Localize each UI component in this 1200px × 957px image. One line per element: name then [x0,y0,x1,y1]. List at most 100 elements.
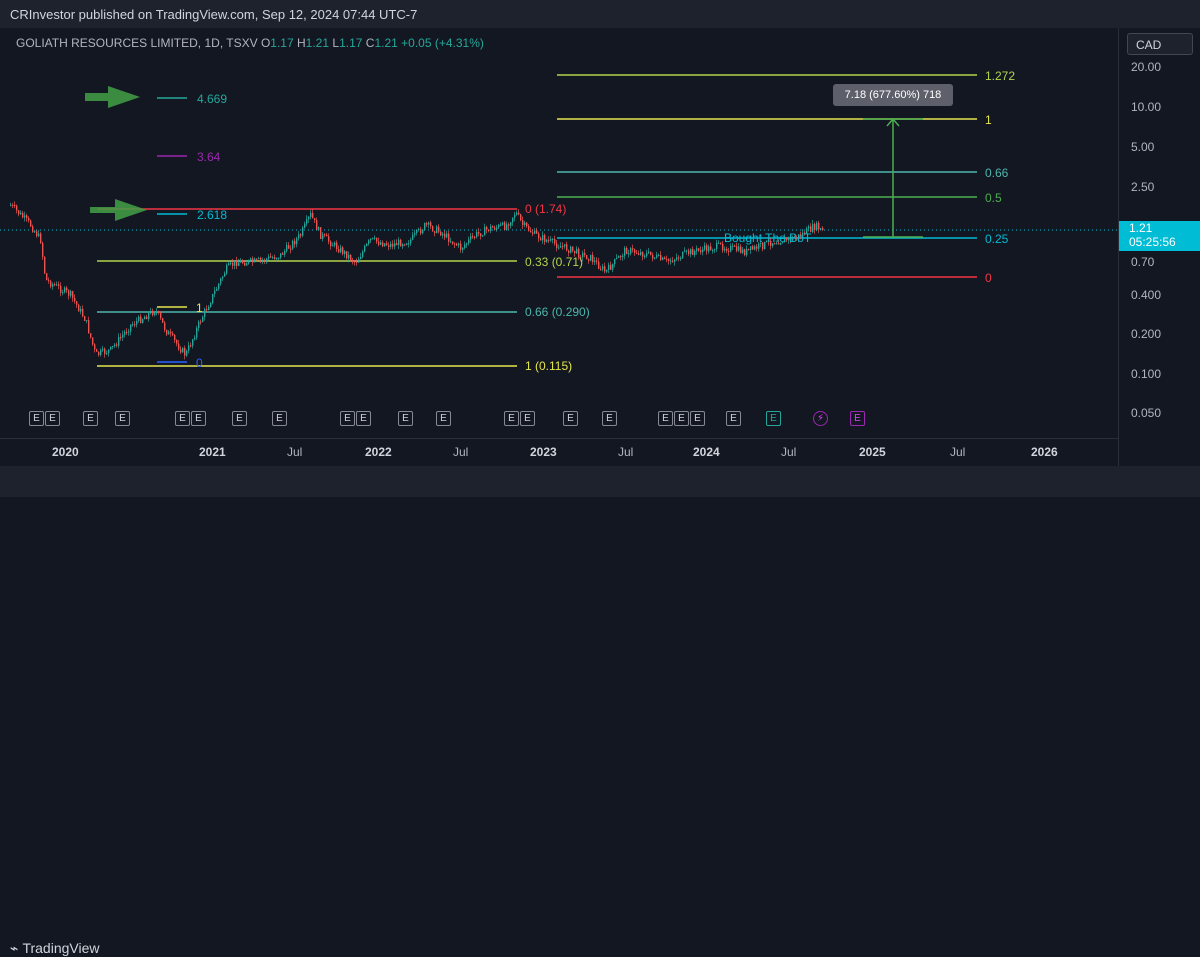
earnings-marker[interactable]: E [29,411,44,426]
candle-body [246,263,248,266]
earnings-marker[interactable]: E [602,411,617,426]
earnings-marker[interactable]: E [520,411,535,426]
candle-body [18,210,20,215]
earnings-marker[interactable]: E [436,411,451,426]
earnings-marker-upcoming[interactable]: E [766,411,781,426]
tradingview-logo[interactable]: ⌁ TradingView [10,940,99,957]
candle-body [408,243,410,245]
candle-body [322,234,324,239]
earnings-marker[interactable]: E [45,411,60,426]
candle-body [570,246,572,253]
candle-body [232,262,234,266]
candle-body [460,243,462,250]
candle-body [186,350,188,356]
candle-body [346,251,348,259]
candle-body [302,227,304,236]
candle-body [820,228,822,230]
candle-body [236,260,238,266]
earnings-marker[interactable]: E [504,411,519,426]
candle-body [642,252,644,257]
candle-body [486,226,488,230]
candle-body [204,309,206,317]
earnings-marker[interactable]: E [83,411,98,426]
candle-body [306,219,308,224]
candle-body [66,287,68,291]
candle-body [680,258,682,260]
candle-body [480,233,482,237]
candle-body [648,251,650,254]
candle-body [370,238,372,241]
earnings-marker[interactable]: E [340,411,355,426]
candle-body [190,345,192,347]
candle-body [252,258,254,263]
bought-label[interactable]: Bought The BoT [724,231,812,245]
candle-body [220,278,222,284]
candle-body [782,242,784,244]
earnings-marker[interactable]: E [658,411,673,426]
candle-body [150,310,152,314]
time-axis[interactable] [0,438,1118,467]
candle-body [392,243,394,247]
price-series[interactable] [10,201,824,360]
candle-body [350,254,352,261]
candle-body [612,264,614,270]
candle-body [352,260,354,262]
candle-body [730,245,732,252]
candle-body [228,263,230,266]
earnings-marker[interactable]: E [115,411,130,426]
candle-body [822,228,824,230]
candle-body [652,254,654,259]
candle-body [234,260,236,266]
candle-body [604,266,606,272]
symbol-legend[interactable]: GOLIATH RESOURCES LIMITED, 1D, TSXV O1.1… [16,36,484,50]
chart-drawing[interactable] [0,0,1118,438]
fib-retr-label-0: 0 (1.74) [525,202,567,216]
candle-body [476,231,478,237]
candle-body [140,316,142,323]
candle-body [34,231,36,233]
candle-body [56,284,58,286]
candle-body [524,222,526,226]
candle-body [686,250,688,252]
candle-body [712,250,714,252]
earnings-marker-future[interactable]: E [850,411,865,426]
candle-body [320,227,322,239]
currency-selector[interactable]: CAD [1127,33,1193,55]
candle-body [256,258,258,260]
earnings-marker[interactable]: E [398,411,413,426]
earnings-marker[interactable]: E [563,411,578,426]
earnings-marker[interactable]: E [690,411,705,426]
earnings-marker[interactable]: E [272,411,287,426]
candle-body [492,226,494,228]
candle-body [748,248,750,250]
candle-body [330,241,332,247]
candle-body [388,245,390,247]
earnings-marker[interactable]: E [674,411,689,426]
candle-body [818,222,820,230]
candle-body [390,243,392,247]
earnings-marker[interactable]: E [726,411,741,426]
candle-body [478,231,480,234]
earnings-marker[interactable]: E [232,411,247,426]
candle-body [72,291,74,298]
candle-body [310,212,312,217]
candle-body [108,349,110,354]
price-tick: 0.050 [1131,406,1162,420]
candle-body [342,247,344,254]
candle-body [28,217,30,221]
candle-body [744,249,746,256]
earnings-marker[interactable]: E [191,411,206,426]
candle-body [722,243,724,251]
lightning-icon[interactable]: ⚡ [813,411,828,426]
earnings-marker[interactable]: E [175,411,190,426]
measure-arrow-head [886,117,900,127]
candle-body [316,220,318,230]
candle-body [666,259,668,261]
time-tick: Jul [950,445,966,459]
candle-body [90,333,92,338]
earnings-marker[interactable]: E [356,411,371,426]
candle-body [816,222,818,231]
candle-body [128,331,130,333]
candle-body [282,253,284,255]
fib-label-0: 0 [196,356,203,370]
